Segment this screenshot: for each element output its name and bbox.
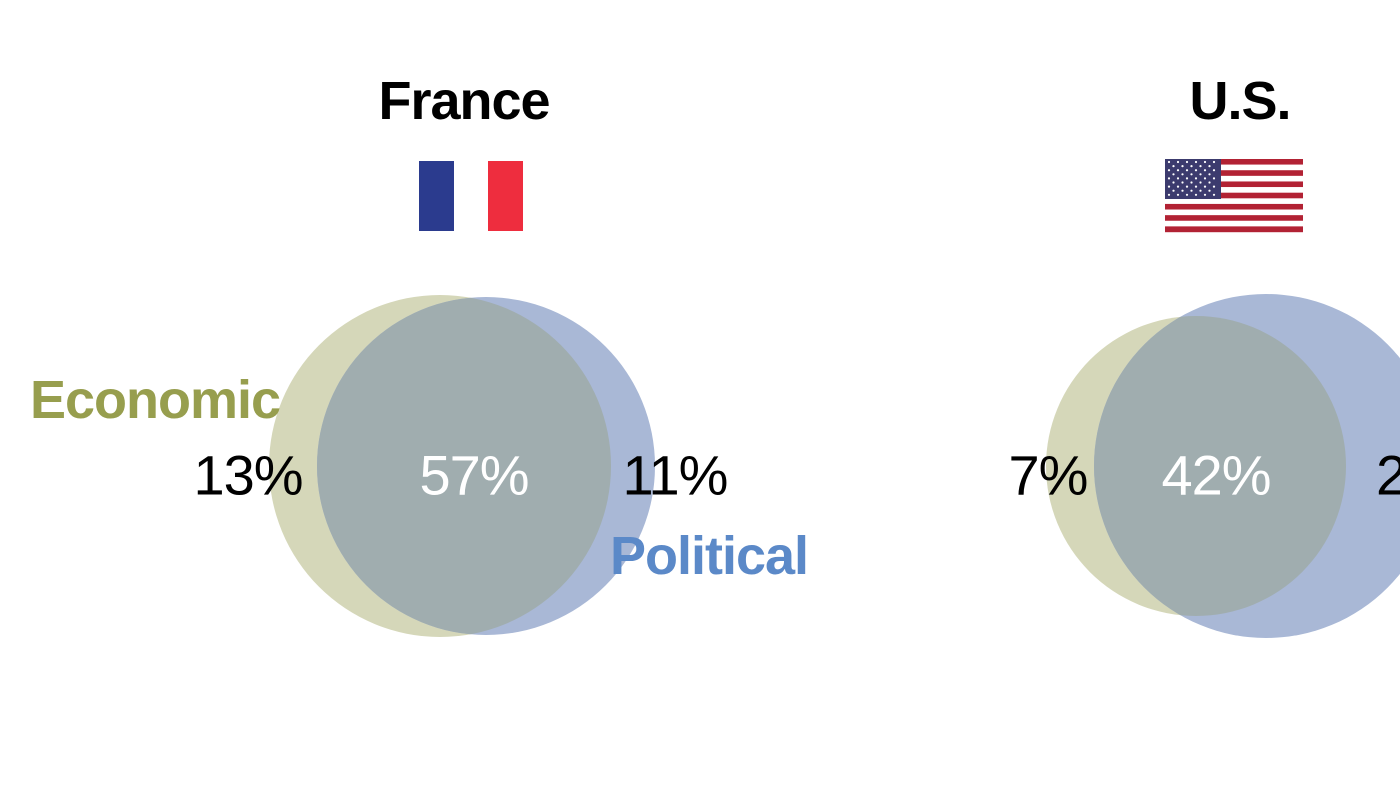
us-flag-stripe (1165, 203, 1303, 210)
us-flag-star (1172, 181, 1175, 184)
us-flag-star (1167, 160, 1171, 164)
us-flag-star (1190, 181, 1193, 184)
us-flag-star (1181, 189, 1184, 192)
us-overlap-region (1094, 316, 1346, 616)
us-both-value: 42% (1161, 443, 1271, 507)
us-flag-star (1212, 169, 1216, 172)
france-flag-white-stripe (454, 161, 488, 231)
us-flag-star (1194, 193, 1198, 196)
us-flag-star (1172, 173, 1175, 176)
us-flag-stripe (1165, 226, 1303, 233)
france-political-label: Political (610, 526, 809, 586)
us-flag-stripe (1165, 181, 1303, 188)
us-flag-star (1203, 185, 1207, 188)
france-flag-blue-stripe (419, 161, 454, 231)
us-flag-stripe (1165, 209, 1303, 216)
us-flag-stripes (1165, 159, 1303, 233)
france-overlap-region (317, 297, 611, 635)
us-flag-star (1181, 173, 1184, 176)
france-political-only-value: 11% (622, 443, 729, 507)
us-flag-star (1199, 181, 1202, 184)
us-flag-stripe (1165, 198, 1303, 205)
us-flag-star (1194, 177, 1198, 180)
france-flag-icon (419, 161, 523, 231)
us-flag-star (1212, 177, 1216, 180)
us-flag-star (1203, 177, 1207, 180)
us-flag-star (1185, 160, 1189, 164)
france-panel: France Economic Political 13% 57% 11% (30, 71, 809, 637)
us-flag-stripe (1165, 187, 1303, 193)
us-flag-stripe (1165, 220, 1303, 227)
us-flag-star (1172, 189, 1175, 192)
us-flag-stripe (1165, 159, 1303, 165)
us-flag-stripe (1165, 215, 1303, 221)
us-flag-star (1167, 177, 1171, 180)
us-flag-star (1181, 165, 1184, 168)
us-flag-star (1176, 185, 1180, 188)
us-panel: U.S. 7% 42% 2 (900, 0, 1400, 789)
france-flag-red-stripe (488, 161, 523, 231)
france-economic-only-value: 13% (193, 443, 303, 507)
france-title: France (378, 71, 550, 131)
us-flag-star (1208, 181, 1211, 184)
us-flag-star (1167, 193, 1171, 196)
us-flag-star (1185, 193, 1189, 196)
us-flag-star (1212, 185, 1216, 188)
us-flag-star (1190, 173, 1193, 176)
us-flag-star (1194, 169, 1198, 172)
us-flag-icon (1165, 159, 1303, 233)
us-political-only-value: 2 (1376, 443, 1400, 507)
us-flag-star (1172, 165, 1175, 168)
us-flag-star (1181, 181, 1184, 184)
us-flag-star (1185, 177, 1189, 180)
us-flag-star (1199, 189, 1202, 192)
us-title: U.S. (1189, 71, 1291, 131)
us-flag-star (1185, 169, 1189, 172)
us-flag-star (1176, 160, 1180, 164)
france-venn-diagram (269, 295, 655, 637)
us-flag-star (1167, 185, 1171, 188)
us-flag-star (1203, 193, 1207, 196)
us-flag-stripe (1165, 164, 1303, 171)
us-flag-star (1199, 165, 1202, 168)
us-flag-star (1208, 173, 1211, 176)
us-flag-star (1208, 189, 1211, 192)
us-flag-stripe (1165, 170, 1303, 177)
us-flag-star (1203, 160, 1207, 164)
us-flag-star (1212, 193, 1216, 196)
us-flag-star (1199, 173, 1202, 176)
us-flag-star (1194, 185, 1198, 188)
france-both-value: 57% (419, 443, 529, 507)
us-flag-stripe (1165, 175, 1303, 182)
us-flag-star (1208, 165, 1211, 168)
us-flag-star (1176, 193, 1180, 196)
us-flag-star (1203, 169, 1207, 172)
us-economic-only-value: 7% (1008, 443, 1089, 507)
us-venn-diagram (1046, 294, 1400, 638)
us-flag-star (1176, 169, 1180, 172)
us-flag-star (1190, 189, 1193, 192)
us-flag-stars (1167, 160, 1216, 196)
us-flag-star (1167, 169, 1171, 172)
us-flag-star (1176, 177, 1180, 180)
france-economic-label: Economic (30, 370, 281, 430)
us-flag-star (1190, 165, 1193, 168)
us-flag-star (1194, 160, 1198, 164)
us-flag-stripe (1165, 192, 1303, 199)
us-flag-star (1212, 160, 1216, 164)
us-flag-star (1185, 185, 1189, 188)
